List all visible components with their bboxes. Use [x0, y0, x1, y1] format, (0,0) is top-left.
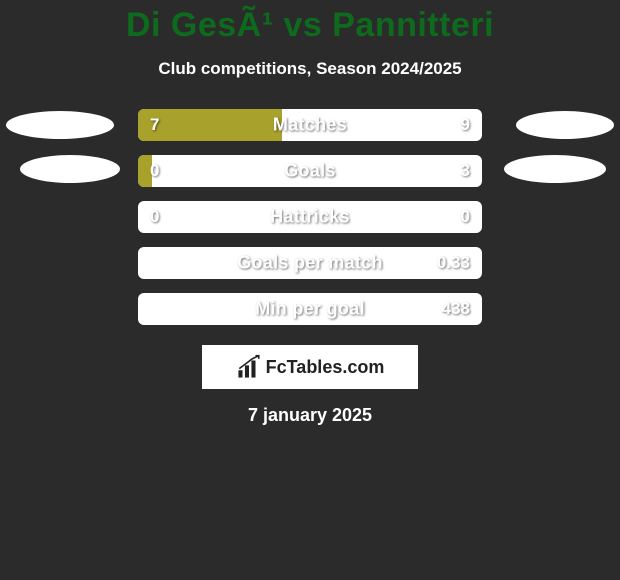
comparison-infographic: Di GesÃ¹ vs Pannitteri Club competitions…	[0, 0, 620, 580]
stat-bar	[138, 293, 482, 325]
stat-bar	[138, 201, 482, 233]
image-placeholder	[516, 111, 614, 139]
stat-bar	[138, 155, 482, 187]
source-logo: FcTables.com	[202, 345, 418, 389]
image-placeholder	[504, 155, 606, 183]
page-title: Di GesÃ¹ vs Pannitteri	[0, 0, 620, 45]
stat-row: 00Hattricks	[0, 201, 620, 233]
source-logo-text: FcTables.com	[266, 357, 385, 378]
snapshot-date: 7 january 2025	[0, 405, 620, 426]
subtitle: Club competitions, Season 2024/2025	[0, 59, 620, 79]
stat-bar	[138, 109, 482, 141]
stat-bar-fill	[138, 155, 152, 187]
image-placeholder	[6, 111, 114, 139]
stat-row: 0.33Goals per match	[0, 247, 620, 279]
stat-row: 79Matches	[0, 109, 620, 141]
image-placeholder	[20, 155, 120, 183]
stat-rows: 79Matches 03Goals 00Hattricks 0.33Goals per…	[0, 109, 620, 325]
stat-bar-fill	[138, 109, 282, 141]
stat-row: 438Min per goal	[0, 293, 620, 325]
stat-bar	[138, 247, 482, 279]
bars-up-icon	[236, 354, 262, 380]
stat-row: 03Goals	[0, 155, 620, 187]
